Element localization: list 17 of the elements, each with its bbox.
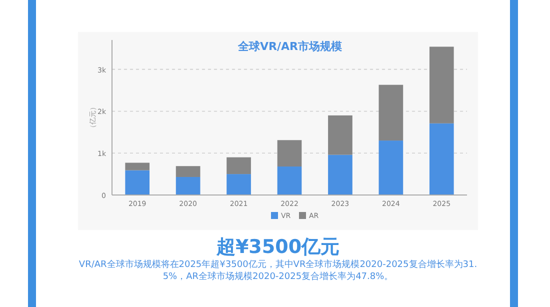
- bar: [226, 157, 251, 174]
- bar: [125, 170, 150, 195]
- bar: [378, 84, 404, 141]
- bar: [277, 140, 302, 167]
- bar: [125, 162, 150, 170]
- bar: [429, 123, 454, 195]
- text: VR/AR全球市场规模将在2025年超¥3500亿元，其中VR全球市场规模2020-2025复合增长率为31.5%，AR全球市场规模2020-2025复合增长率为47.8%。: [78, 259, 478, 282]
- bar: [429, 46, 454, 124]
- bar: [277, 166, 302, 195]
- text: 超¥3500亿元: [215, 236, 340, 258]
- bar: [176, 166, 200, 177]
- bar: [176, 176, 200, 195]
- chart-title: 全球VR/AR市场规模: [237, 40, 343, 53]
- bar: [226, 174, 251, 195]
- bar: [378, 140, 404, 195]
- bar: [328, 154, 352, 195]
- bar: [328, 115, 352, 155]
